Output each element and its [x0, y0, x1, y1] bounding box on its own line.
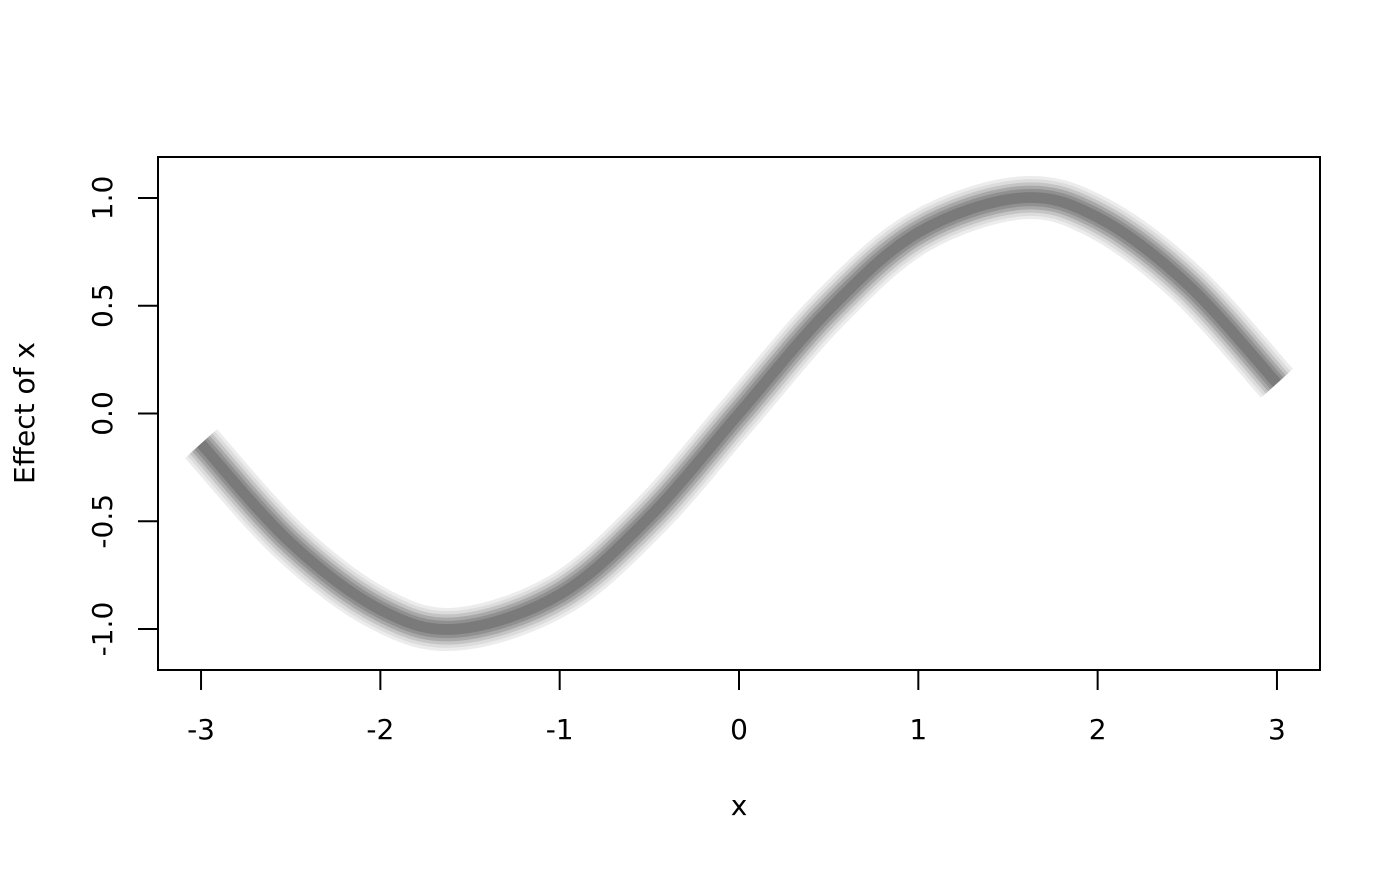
x-tick-label: -1 [546, 713, 574, 746]
x-tick-label: 2 [1089, 713, 1107, 746]
y-tick-label: 0.5 [86, 283, 119, 328]
y-tick-label: -0.5 [86, 494, 119, 549]
x-axis: -3 -2 -1 0 1 2 3 [187, 669, 1286, 746]
x-tick-label: 3 [1268, 713, 1286, 746]
y-axis: -1.0 -0.5 0.0 0.5 1.0 [86, 176, 159, 657]
x-tick-label: 0 [730, 713, 748, 746]
effect-band [184, 175, 1294, 652]
x-tick-label: -2 [366, 713, 394, 746]
y-tick-label: 0.0 [86, 391, 119, 436]
y-axis-label: Effect of x [8, 342, 41, 484]
y-tick-label: 1.0 [86, 176, 119, 221]
x-tick-label: -3 [187, 713, 215, 746]
x-axis-label: x [731, 789, 748, 822]
x-tick-label: 1 [909, 713, 927, 746]
y-tick-label: -1.0 [86, 602, 119, 657]
band-layer-0-5 [197, 192, 1281, 635]
